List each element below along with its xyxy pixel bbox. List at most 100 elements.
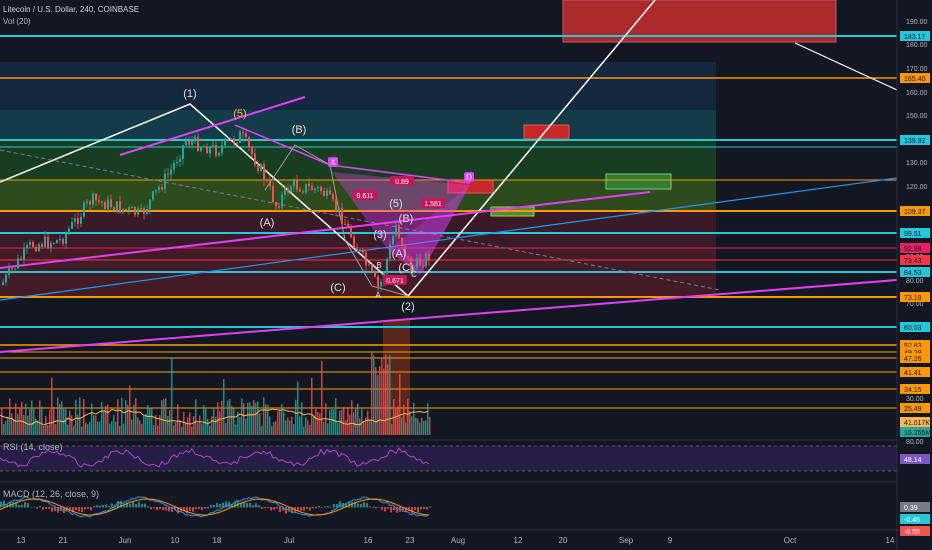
volume-bar — [393, 399, 395, 435]
candle-body — [50, 243, 52, 248]
volume-bar — [153, 424, 155, 435]
candle-body — [59, 238, 61, 240]
volume-bar — [311, 377, 313, 435]
macd-histogram-bar — [384, 507, 386, 512]
volume-bar — [157, 425, 159, 435]
macd-histogram-bar — [423, 507, 425, 509]
wave-label: B — [376, 261, 381, 270]
macd-histogram-bar — [411, 507, 413, 514]
macd-histogram-bar — [171, 507, 173, 512]
macd-histogram-bar — [141, 504, 143, 508]
macd-histogram-bar — [45, 507, 47, 509]
price-level-badge — [900, 353, 930, 363]
candle-body — [86, 201, 88, 203]
volume-bar — [323, 421, 325, 435]
elliott-wave-path — [0, 0, 656, 298]
volume-bar — [95, 415, 97, 435]
macd-histogram-bar — [357, 503, 359, 508]
time-tick-label: 18 — [213, 536, 222, 545]
candle-body — [380, 281, 382, 287]
macd-histogram-bar — [6, 504, 8, 508]
macd-value-badge — [900, 526, 930, 536]
volume-bar — [419, 422, 421, 435]
time-tick-label: Jul — [284, 536, 294, 545]
candle-body — [401, 237, 403, 247]
volume-indicator-label[interactable]: Vol (20) — [3, 17, 31, 26]
volume-bar — [269, 416, 271, 435]
volume-bar — [345, 420, 347, 435]
macd-histogram-bar — [375, 507, 377, 509]
macd-histogram-bar — [324, 506, 326, 508]
volume-bar — [233, 408, 235, 435]
price-axis[interactable]: 190.00 180.00 170.00 160.00 150.00 130.00 120.… — [900, 19, 931, 536]
volume-bar — [261, 425, 263, 435]
volume-bar — [305, 416, 307, 435]
candle-body — [47, 236, 49, 248]
price-level-badge-text: 165.40 — [904, 76, 926, 83]
volume-bar — [27, 415, 29, 435]
macd-histogram-bar — [312, 507, 314, 509]
macd-histogram-bar — [303, 507, 305, 511]
candle-body — [323, 190, 325, 197]
volume-bar — [297, 381, 299, 435]
candle-body — [14, 268, 16, 270]
candle-body — [158, 187, 160, 190]
price-level-badge-text: 25.49 — [904, 406, 922, 413]
candle-body — [119, 201, 121, 213]
volume-bar — [275, 421, 277, 435]
volume-bar — [203, 405, 205, 435]
macd-histogram-bar — [189, 507, 191, 511]
macd-label[interactable]: MACD (12, 26, close, 9) — [3, 489, 100, 499]
price-level-badge — [900, 427, 930, 437]
macd-value-text: -0.46 — [904, 517, 920, 524]
candle-body — [176, 162, 178, 164]
candle-body — [8, 268, 10, 275]
macd-histogram-bar — [261, 507, 263, 510]
volume-bar — [387, 364, 389, 435]
macd-histogram-bar — [258, 505, 260, 508]
volume-bar — [359, 418, 361, 435]
volume-bar — [49, 409, 51, 435]
volume-bar — [187, 417, 189, 435]
macd-histogram-bar — [369, 506, 371, 508]
candle-body — [197, 136, 199, 151]
macd-histogram-bar — [144, 503, 146, 508]
macd-histogram-bar — [177, 507, 179, 514]
volume-bar — [367, 410, 369, 435]
macd-histogram-bar — [318, 506, 320, 508]
candle-body — [242, 131, 244, 134]
candle-body — [404, 246, 406, 256]
macd-histogram-bar — [414, 507, 416, 511]
time-axis[interactable]: 13 21 Jun 10 18 Jul 16 23 Aug 12 20 Sep 9 Oct 14 — [17, 536, 895, 545]
volume-bar — [251, 405, 253, 435]
volume-bar — [355, 407, 357, 435]
candle-body — [281, 194, 283, 208]
volume-bar — [307, 420, 309, 435]
macd-histogram-bar — [84, 507, 86, 510]
volume-bar — [149, 407, 151, 435]
candle-body — [356, 247, 358, 250]
macd-histogram-bar — [159, 507, 161, 510]
price-level-badge-text: 47.26 — [904, 356, 922, 363]
candle-body — [251, 146, 253, 155]
volume-bar — [131, 419, 133, 435]
macd-histogram-bar — [297, 507, 299, 511]
volume-bar — [125, 399, 127, 435]
symbol-title[interactable]: Litecoin / U.S. Dollar, 240, COINBASE — [3, 5, 140, 14]
wave-label: D — [466, 173, 472, 182]
candle-body — [362, 249, 364, 253]
volume-bar — [421, 417, 423, 435]
macd-histogram-bar — [24, 502, 26, 508]
projection-line — [794, 42, 897, 91]
rsi-label[interactable]: RSI (14, close) — [3, 442, 63, 452]
rsi-line — [0, 447, 430, 468]
volume-bar — [285, 420, 287, 435]
macd-histogram-bar — [15, 502, 17, 508]
volume-bar — [143, 416, 145, 435]
volume-bar — [181, 426, 183, 435]
volume-bar — [361, 408, 363, 435]
macd-histogram-bar — [393, 507, 395, 511]
macd-histogram-bar — [306, 507, 308, 509]
candle-body — [338, 207, 340, 212]
